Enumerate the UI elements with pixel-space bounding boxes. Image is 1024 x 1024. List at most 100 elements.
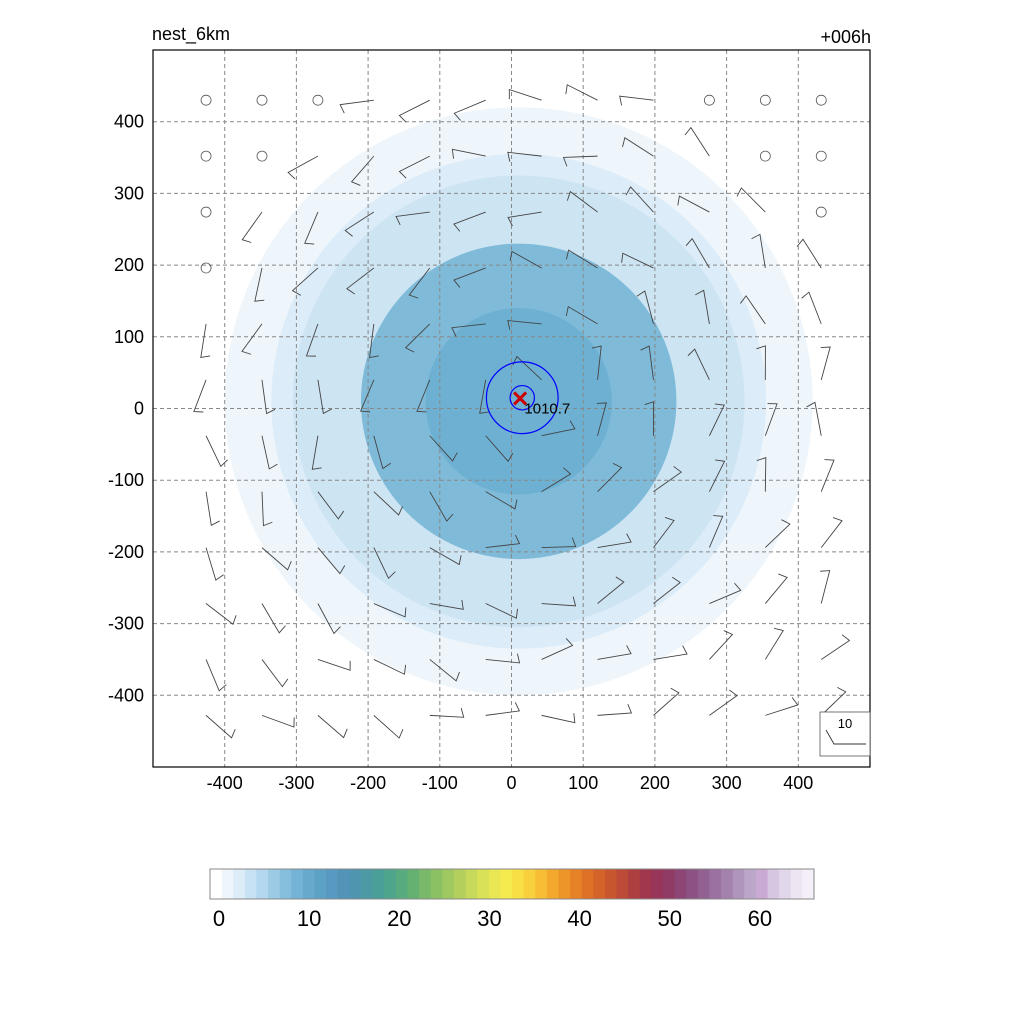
wind-barb [429, 708, 465, 718]
wind-barb [541, 638, 574, 660]
colorbar-swatch [442, 869, 455, 899]
wind-barb [507, 151, 542, 162]
forecast-hour-label: +006h [820, 27, 871, 47]
colorbar-swatch [302, 869, 316, 899]
y-tick-label: 100 [114, 327, 144, 347]
colorbar-tick-label: 30 [477, 906, 501, 931]
colorbar-swatch [790, 869, 803, 899]
y-tick-label: -300 [108, 614, 144, 634]
wind-barb [509, 250, 542, 269]
wind-barb [369, 323, 379, 359]
colorbar-swatch [465, 869, 478, 899]
wind-barb [350, 155, 375, 186]
wind-barb [254, 267, 265, 302]
calm-wind-marker [256, 150, 268, 162]
calm-wind-marker [200, 94, 212, 106]
wind-barb [736, 187, 766, 213]
colorbar-swatch [593, 869, 606, 899]
wind-barb [291, 267, 319, 296]
wind-barb [644, 401, 655, 436]
wind-barb [404, 323, 431, 353]
pressure-contour [509, 384, 536, 411]
calm-wind-marker [759, 150, 771, 162]
wind-barb [820, 346, 831, 380]
wind-barb [205, 659, 227, 692]
wind-barb [398, 155, 430, 179]
wind-barb [565, 84, 598, 101]
wind-scale-legend: 10 [819, 711, 871, 757]
wind-barb [453, 211, 486, 232]
colorbar-swatch [512, 869, 525, 899]
wind-barb [591, 345, 602, 380]
wind-barb [485, 702, 521, 716]
wind-barb [479, 379, 490, 414]
colorbar-swatch [628, 869, 641, 899]
wind-barb [756, 345, 766, 380]
x-tick-label: -200 [350, 773, 386, 793]
x-tick-label: 400 [783, 773, 813, 793]
wind-barb [317, 715, 348, 739]
wind-barb [339, 99, 374, 114]
colorbar-swatch [314, 869, 327, 899]
colorbar-swatch [488, 869, 501, 899]
wind-barb [619, 95, 654, 106]
wind-barb [685, 237, 710, 269]
wind-barb [687, 348, 710, 381]
wind-barb [597, 703, 633, 716]
y-tick-label: -200 [108, 542, 144, 562]
wind-barb [408, 267, 431, 299]
wind-barb [640, 345, 654, 380]
wind-barb [597, 533, 632, 549]
wind-barb [751, 233, 766, 269]
colorbar-tick-label: 20 [387, 906, 411, 931]
wind-barb [429, 599, 464, 610]
wind-barb [485, 534, 521, 549]
wind-barb [373, 435, 391, 470]
x-tick-label: -100 [422, 773, 458, 793]
wind-barb [193, 379, 207, 413]
wind-barb [287, 155, 319, 180]
wind-barb [636, 290, 654, 325]
wind-barb [205, 491, 220, 526]
colorbar-swatch [570, 869, 583, 899]
wind-barb [566, 190, 598, 213]
wind-barb [508, 88, 542, 101]
wind-barb [596, 402, 607, 436]
calm-wind-marker [703, 94, 715, 106]
wind-barb [507, 320, 542, 330]
colorbar-swatch [361, 869, 374, 899]
wind-barb [820, 570, 831, 604]
wind-barb [205, 547, 224, 581]
wind-barb [395, 211, 430, 226]
wind-barb [205, 435, 228, 468]
colorbar-tick-label: 40 [567, 906, 591, 931]
wind-barb [305, 323, 319, 357]
colorbar-swatch [674, 869, 687, 899]
wind-barb [541, 420, 576, 437]
wind-barb [373, 715, 404, 739]
colorbar-swatch [755, 869, 769, 899]
wind-barb [597, 462, 623, 492]
calm-wind-marker [256, 94, 268, 106]
wind-barb [311, 435, 322, 470]
wind-barb [317, 379, 332, 415]
wind-barb [597, 645, 632, 660]
wind-barb [373, 659, 407, 675]
wind-barb [653, 517, 675, 548]
calm-wind-marker [815, 206, 827, 218]
wind-barb [806, 401, 822, 436]
wind-barb [261, 491, 273, 527]
colorbar-swatch [744, 869, 757, 899]
wind-barbs [193, 84, 851, 739]
center-x-mark [513, 391, 528, 406]
colorbar-swatch [500, 869, 513, 899]
wind-barb [429, 435, 458, 462]
wind-barb [241, 211, 263, 243]
x-tick-label: 0 [506, 773, 516, 793]
x-tick-label: -400 [207, 773, 243, 793]
colorbar-swatch [395, 869, 409, 899]
calm-wind-marker [815, 150, 827, 162]
x-tick-label: 200 [640, 773, 670, 793]
wind-barb [653, 466, 683, 493]
